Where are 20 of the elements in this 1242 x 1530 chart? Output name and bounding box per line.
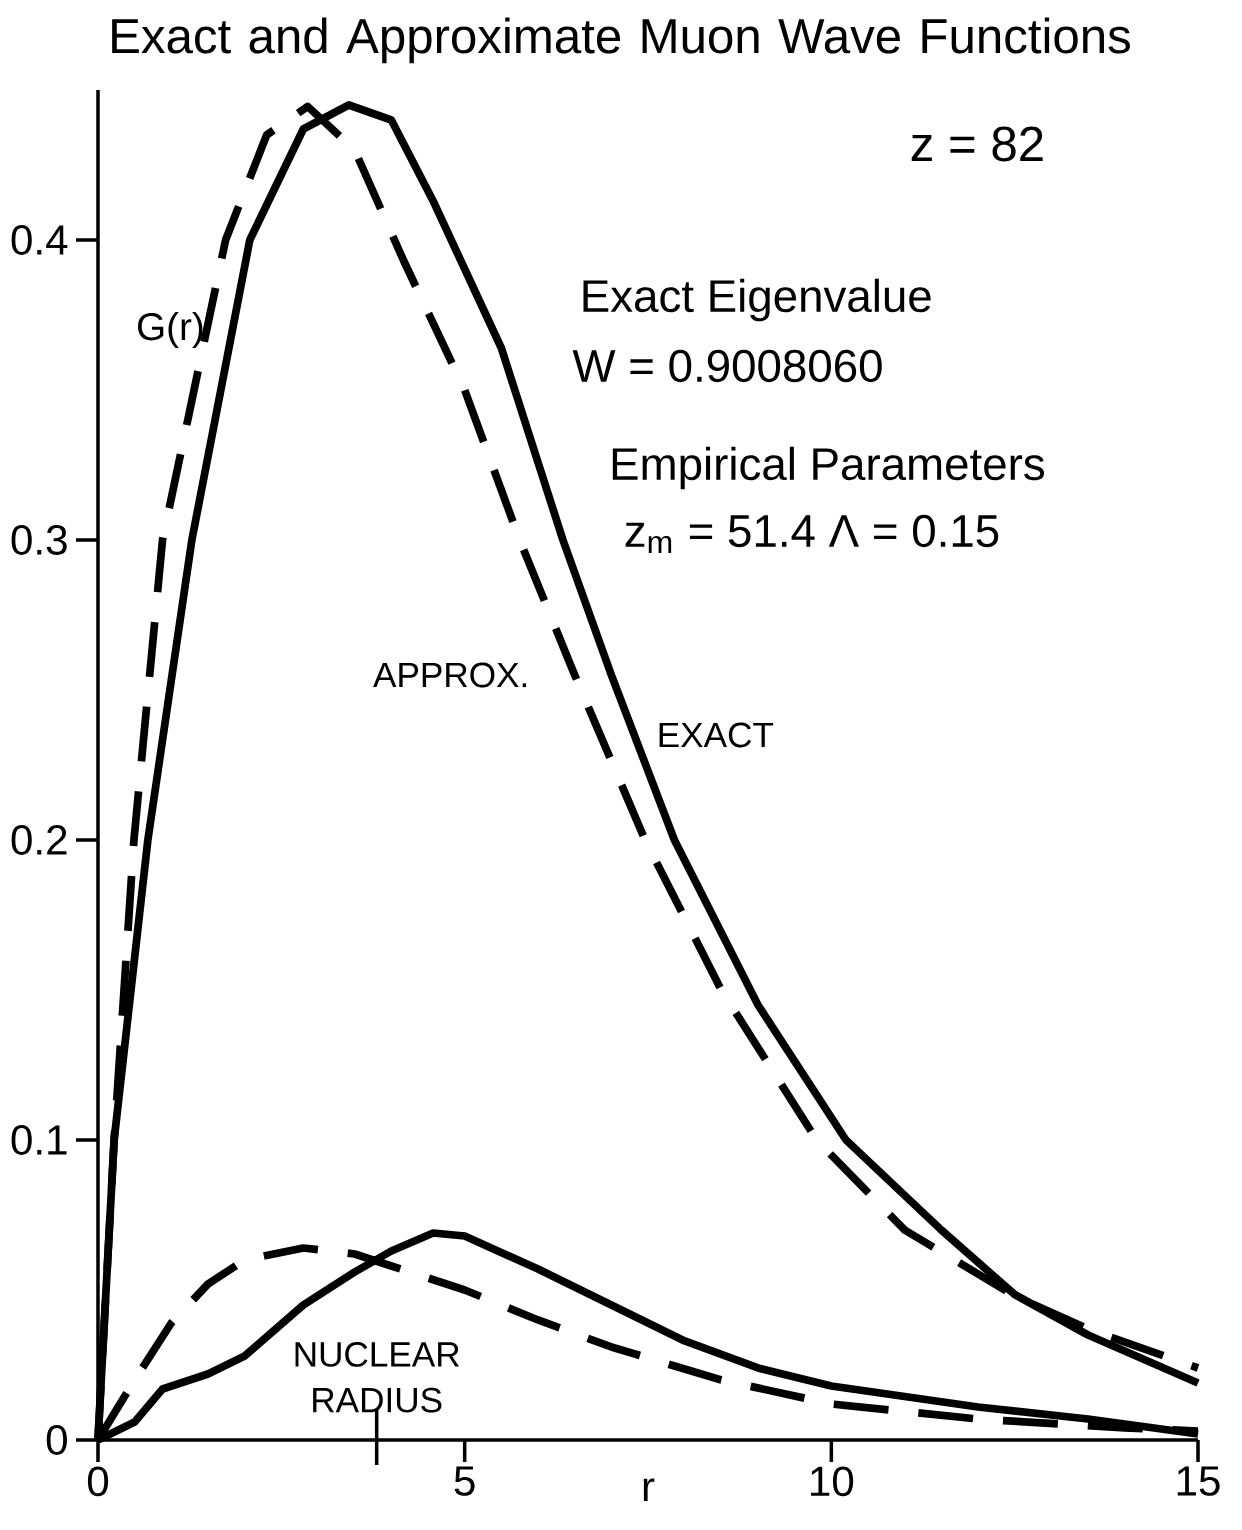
annotation: G(r) <box>138 312 203 348</box>
annotation: z = 82 <box>911 126 1043 162</box>
y-tick-label: 0.3 <box>11 525 67 555</box>
x-axis-title: r <box>643 1478 655 1502</box>
ref-line-label: NUCLEAR RADIUS <box>295 1342 459 1413</box>
x-tick-label: 5 <box>454 1466 475 1496</box>
y-tick-label: 0.4 <box>11 225 68 255</box>
x-tick-label: 10 <box>811 1466 854 1497</box>
y-tick-label: 0 <box>46 1425 67 1455</box>
x-tick-label: 0 <box>87 1466 109 1497</box>
y-tick-label: 0.2 <box>11 825 67 855</box>
annotation: W = 0.9008060 <box>572 349 882 383</box>
series-label: EXACT <box>659 722 774 748</box>
annotation: z$_{m}$ = 51.4 Λ = 0.15 <box>625 514 999 554</box>
series-label: APPROX. <box>373 662 527 688</box>
chart-title: Exact and Approximate Muon Wave Functions <box>112 17 1130 64</box>
annotation: Empirical Parameters <box>612 446 1045 490</box>
annotation: Exact Eigenvalue <box>583 278 931 322</box>
y-tick-label: 0.1 <box>11 1125 67 1155</box>
x-tick-label: 15 <box>1177 1466 1220 1496</box>
